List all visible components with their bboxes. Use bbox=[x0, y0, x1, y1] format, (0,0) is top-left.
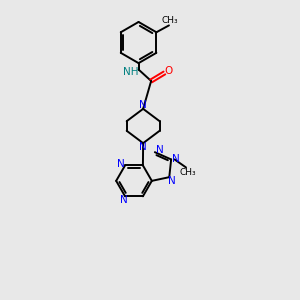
Text: NH: NH bbox=[123, 67, 138, 77]
Text: N: N bbox=[139, 100, 147, 110]
Text: N: N bbox=[168, 176, 176, 186]
Text: N: N bbox=[117, 159, 125, 169]
Text: O: O bbox=[164, 66, 172, 76]
Text: N: N bbox=[172, 154, 180, 164]
Text: N: N bbox=[155, 145, 163, 155]
Text: CH₃: CH₃ bbox=[161, 16, 178, 25]
Text: CH₃: CH₃ bbox=[179, 168, 196, 177]
Text: N: N bbox=[139, 142, 147, 152]
Text: N: N bbox=[120, 195, 128, 206]
